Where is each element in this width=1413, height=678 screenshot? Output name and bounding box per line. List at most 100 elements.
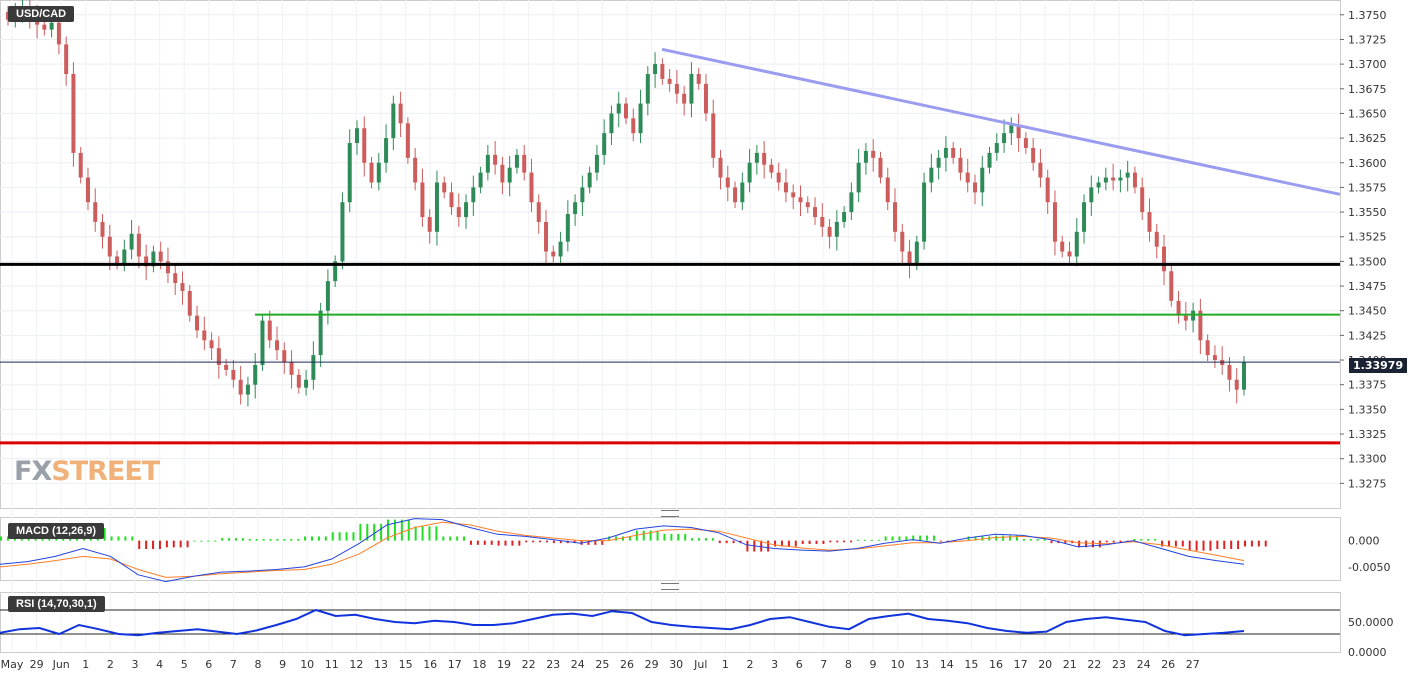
- candle-body: [936, 157, 941, 168]
- macd-hist-bar: [1119, 540, 1122, 543]
- candle-body: [769, 164, 774, 173]
- candle-body: [747, 162, 752, 183]
- candle-body: [565, 214, 570, 242]
- macd-hist-bar: [497, 540, 500, 546]
- x-tick-label: 2: [747, 658, 754, 671]
- macd-hist-bar: [186, 540, 189, 548]
- macd-hist-bar: [152, 540, 155, 550]
- candle-body: [703, 83, 708, 114]
- candle-body: [413, 157, 418, 183]
- macd-hist-bar: [559, 540, 562, 544]
- x-tick-label: 16: [989, 658, 1003, 671]
- candle-body: [340, 202, 345, 262]
- x-tick-label: 25: [595, 658, 609, 671]
- x-tick-label: 1: [82, 658, 89, 671]
- macd-hist-bar: [283, 538, 286, 541]
- candle-body: [71, 73, 76, 153]
- candle-body: [1096, 182, 1101, 188]
- macd-hist-bar: [525, 540, 528, 543]
- macd-hist-bar: [573, 540, 576, 544]
- macd-hist-bar: [912, 535, 915, 541]
- y-tick-label: 1.3575: [1348, 181, 1387, 194]
- macd-hist-bar: [594, 540, 597, 545]
- macd-hist-bar: [780, 540, 783, 547]
- x-tick-label: 19: [497, 658, 511, 671]
- macd-hist-bar: [1216, 540, 1219, 550]
- macd-hist-bar: [663, 533, 666, 541]
- macd-hist-bar: [463, 536, 466, 541]
- candle-body: [1118, 177, 1123, 181]
- candle-body: [1169, 271, 1174, 301]
- x-tick-label: 4: [156, 658, 163, 671]
- candle-body: [49, 22, 54, 30]
- candle-body: [311, 355, 316, 380]
- y-tick-label: 1.3600: [1348, 157, 1387, 170]
- candle-body: [994, 143, 999, 153]
- macd-hist-bar: [1181, 540, 1184, 547]
- candle-body: [827, 226, 832, 237]
- macd-hist-bar: [891, 536, 894, 541]
- x-tick-label: 5: [181, 658, 188, 671]
- macd-hist-bar: [1237, 540, 1240, 550]
- macd-hist-bar: [352, 532, 355, 541]
- macd-hist-bar: [684, 533, 687, 541]
- x-tick-label: 12: [349, 658, 363, 671]
- candle-body: [762, 152, 767, 165]
- x-tick-label: 22: [1087, 658, 1101, 671]
- candle-body: [158, 251, 163, 262]
- macd-hist-bar: [760, 540, 763, 552]
- x-tick-label: 26: [1161, 658, 1175, 671]
- candle-body: [842, 212, 847, 222]
- macd-hist-bar: [1043, 538, 1046, 541]
- macd-hist-bar: [490, 540, 493, 545]
- candle-body: [900, 231, 905, 252]
- candle-body: [434, 182, 439, 232]
- panel-divider-handle[interactable]: [661, 583, 679, 590]
- candle-body: [1147, 212, 1152, 232]
- candle-body: [696, 73, 701, 84]
- candle-body: [529, 172, 534, 203]
- macd-hist-bar: [1015, 535, 1018, 541]
- candle-body: [493, 154, 498, 165]
- macd-hist-bar: [532, 540, 535, 543]
- candle-body: [369, 162, 374, 183]
- macd-hist-bar: [1250, 540, 1253, 547]
- y-tick-label: 1.3500: [1348, 255, 1387, 268]
- candle-body: [616, 103, 621, 114]
- x-tick-label: 9: [279, 658, 286, 671]
- candle-body: [1031, 147, 1036, 163]
- candle-body: [1140, 187, 1145, 213]
- x-tick-label: 8: [255, 658, 262, 671]
- candle-body: [296, 374, 301, 388]
- macd-hist-bar: [1009, 535, 1012, 541]
- macd-hist-bar: [214, 540, 217, 542]
- panel-divider-handle[interactable]: [661, 510, 679, 517]
- candle-body: [1183, 315, 1188, 321]
- macd-hist-bar: [6, 536, 9, 541]
- candle-body: [514, 154, 519, 168]
- y-tick-label: 1.3725: [1348, 33, 1387, 46]
- candle-body: [275, 340, 280, 351]
- macd-hist-bar: [1085, 540, 1088, 548]
- rsi-line: [0, 608, 1245, 637]
- macd-hist-bar: [158, 540, 161, 550]
- macd-hist-bar: [248, 538, 251, 541]
- macd-hist-bar: [435, 526, 438, 541]
- candle-body: [1132, 172, 1137, 188]
- candle-body: [195, 315, 200, 331]
- macd-hist-bar: [711, 538, 714, 541]
- candle-body: [507, 167, 512, 183]
- macd-hist-bar: [1195, 540, 1198, 551]
- macd-hist-bar: [642, 530, 645, 541]
- candle-body: [849, 192, 854, 213]
- macd-hist-bar: [1112, 540, 1115, 543]
- candle-body: [980, 167, 985, 193]
- candle-body: [580, 187, 585, 203]
- y-tick-label: 1.3450: [1348, 305, 1387, 318]
- candle-body: [122, 249, 127, 264]
- candle-body: [478, 172, 483, 188]
- candle-body: [820, 217, 825, 227]
- candle-body: [871, 150, 876, 158]
- candle-body: [173, 273, 178, 284]
- panel-frame: [0, 0, 1341, 509]
